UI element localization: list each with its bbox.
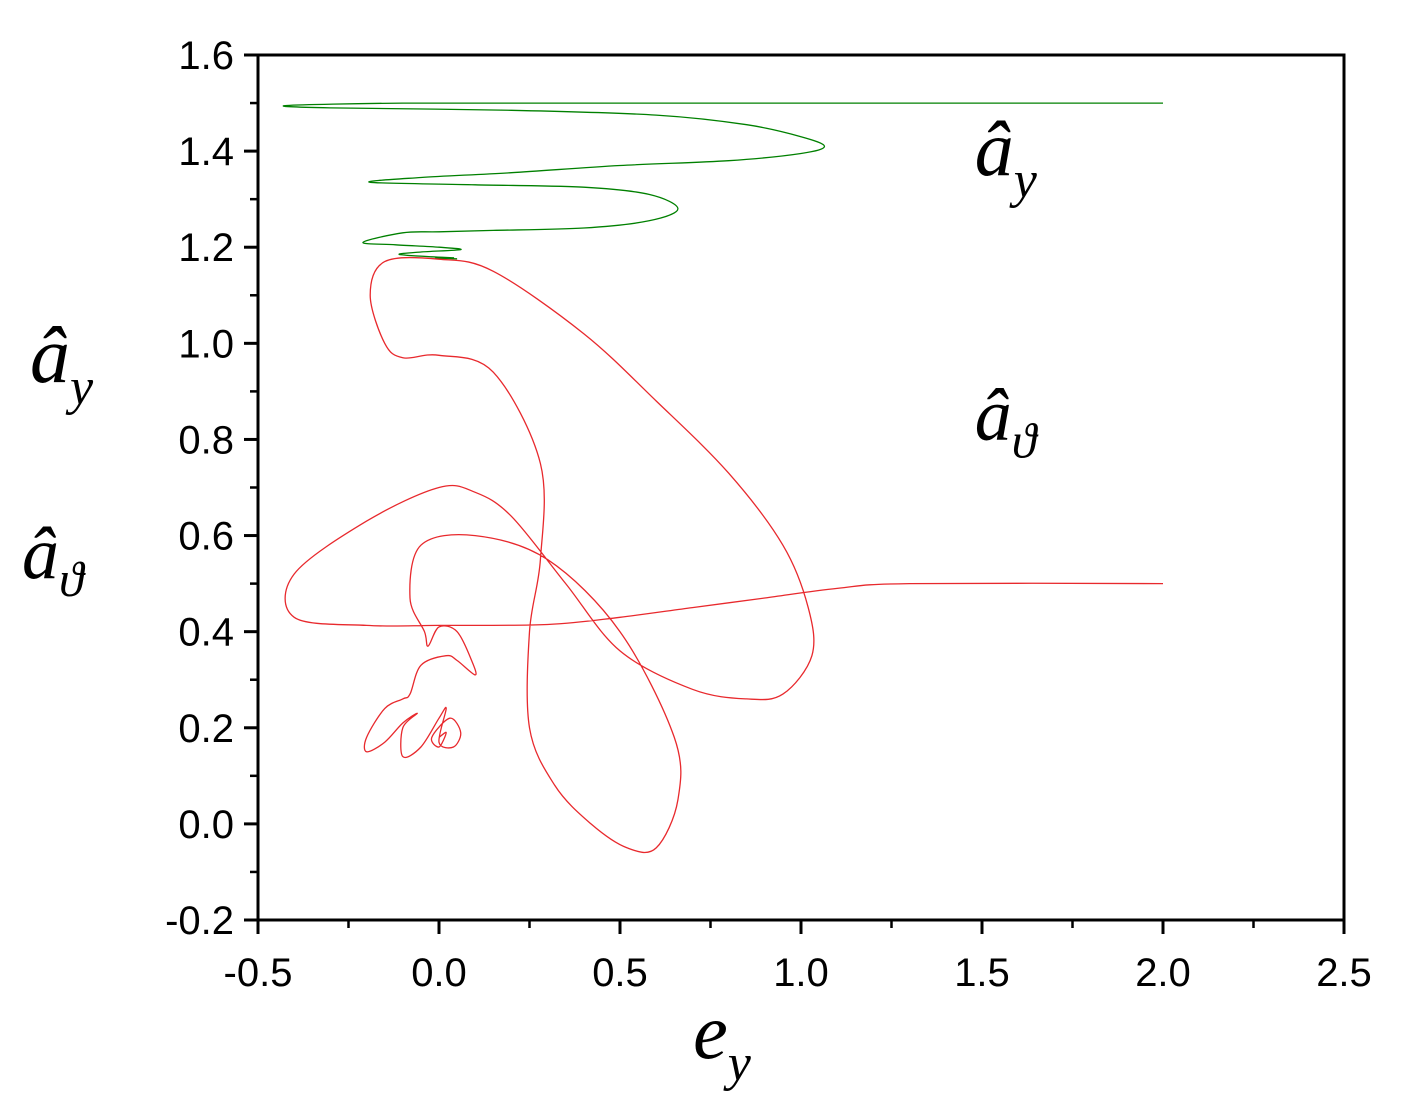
y-axis-title-line-1-sub: y bbox=[65, 359, 94, 416]
x-axis-title-main: e bbox=[693, 988, 728, 1075]
series-label-a-y-sub: y bbox=[1009, 152, 1038, 209]
series-label-a-y: ây bbox=[975, 105, 1038, 209]
y-tick-label: 1.0 bbox=[178, 322, 234, 366]
y-tick-label: 1.2 bbox=[178, 226, 234, 270]
series-label-a-theta-main: â bbox=[975, 374, 1012, 456]
series-line-1 bbox=[284, 256, 1164, 854]
y-tick-label: 0.0 bbox=[178, 803, 234, 847]
x-tick-label: 1.5 bbox=[954, 951, 1010, 995]
x-axis-title: ey bbox=[693, 988, 752, 1092]
y-tick-label: 0.6 bbox=[178, 515, 234, 559]
series-label-a-theta-sub: ϑ bbox=[1012, 412, 1039, 468]
series-line-0 bbox=[282, 102, 1163, 260]
ticks-layer: -0.5 0.0 0.5 1.0 1.5 2.0 2.5 -0.2 0.0 0.2 0.4 0.6 0.… bbox=[165, 34, 1372, 995]
plot-border bbox=[256, 53, 1346, 922]
x-tick-label: 2.5 bbox=[1316, 951, 1372, 995]
y-axis-title-line-1: ây bbox=[30, 312, 94, 416]
y-tick-label: 0.8 bbox=[178, 418, 234, 462]
y-axis-title-line-2-sub: ϑ bbox=[59, 551, 86, 607]
y-tick-label: -0.2 bbox=[165, 899, 234, 943]
y-tick-label: 1.4 bbox=[178, 130, 234, 174]
x-tick-label: 0.0 bbox=[411, 951, 467, 995]
series-layer bbox=[282, 102, 1164, 854]
series-label-a-y-main: â bbox=[975, 105, 1014, 192]
y-tick-label: 1.6 bbox=[178, 34, 234, 78]
y-tick-label: 0.4 bbox=[178, 611, 234, 655]
x-tick-label: 0.5 bbox=[592, 951, 648, 995]
y-axis-title-line-2: âϑ bbox=[22, 513, 86, 607]
plot-frame bbox=[256, 53, 1346, 922]
x-tick-label: 1.0 bbox=[773, 951, 829, 995]
y-tick-label: 0.2 bbox=[178, 707, 234, 751]
y-axis-title-line-2-main: â bbox=[22, 513, 59, 595]
x-tick-label: -0.5 bbox=[224, 951, 293, 995]
x-axis-title-sub: y bbox=[723, 1035, 752, 1092]
series-label-a-theta: âϑ bbox=[975, 374, 1039, 468]
x-tick-label: 2.0 bbox=[1135, 951, 1191, 995]
y-axis-title-line-1-main: â bbox=[30, 312, 70, 400]
